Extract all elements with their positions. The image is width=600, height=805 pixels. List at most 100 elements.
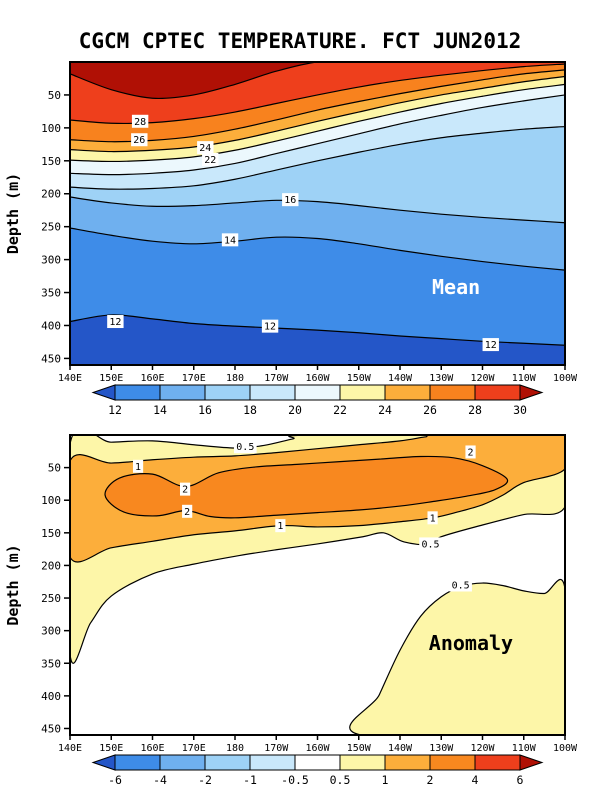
isotherm-20 bbox=[70, 94, 565, 176]
x-tick-label: 140W bbox=[388, 743, 413, 754]
y-tick-label: 250 bbox=[41, 592, 61, 605]
colorbar-cell bbox=[429, 384, 476, 401]
isotherm-18 bbox=[70, 125, 565, 190]
colorbar-cell bbox=[249, 754, 296, 771]
contour-label: 0.5 bbox=[236, 442, 254, 453]
colorbar-cell bbox=[339, 384, 386, 401]
x-tick-label: 180 bbox=[226, 743, 244, 754]
mean-colorbar: 12 14 16 18 20 22 24 26 28 30 bbox=[91, 384, 544, 417]
colorbar-tick-label: 28 bbox=[468, 403, 482, 417]
isotherm-30 bbox=[70, 62, 565, 100]
contour-label-bg bbox=[234, 440, 257, 454]
colorbar-tick-label: 14 bbox=[153, 403, 167, 417]
contour-label-bg bbox=[419, 537, 442, 551]
x-tick-label: 160W bbox=[305, 743, 330, 754]
x-tick-label: 170W bbox=[264, 743, 289, 754]
colorbar-tick-label: 0.5 bbox=[330, 773, 351, 787]
contour-label: 2 bbox=[182, 485, 188, 496]
anomaly-region-2 bbox=[104, 455, 509, 519]
colorbar-cell bbox=[114, 754, 161, 771]
anomaly-colorbar: -6 -4 -2 -1 -0.5 0.5 1 2 4 6 bbox=[91, 754, 544, 787]
figure-title: CGCM CPTEC TEMPERATURE. FCT JUN2012 bbox=[78, 29, 522, 53]
colorbar-cell bbox=[114, 384, 161, 401]
colorbar-cell bbox=[294, 384, 341, 401]
anomaly-panel: 50 100 150 200 250 300 350 400 450 140E 150E 160E 17… bbox=[4, 434, 578, 787]
colorbar-cell bbox=[204, 754, 251, 771]
x-tick-label: 110W bbox=[512, 743, 537, 754]
x-tick-label: 140E bbox=[58, 373, 82, 384]
colorbar-tick-label: 4 bbox=[472, 773, 479, 787]
colorbar-cell bbox=[249, 384, 296, 401]
x-tick-label: 170E bbox=[182, 743, 206, 754]
y-tick-label: 200 bbox=[41, 188, 61, 201]
x-tick-label: 140E bbox=[58, 743, 82, 754]
contour-label: 1 bbox=[277, 521, 283, 532]
y-axis-label: Depth (m) bbox=[4, 173, 22, 254]
x-tick-label: 170E bbox=[182, 373, 206, 384]
colorbar-cell bbox=[339, 754, 386, 771]
contour-label: 26 bbox=[133, 135, 145, 146]
contour-label: 16 bbox=[284, 195, 296, 206]
y-tick-label: 350 bbox=[41, 657, 61, 670]
colorbar-tick-label: 2 bbox=[427, 773, 434, 787]
y-tick-label: 350 bbox=[41, 287, 61, 300]
x-tick-label: 100W bbox=[553, 373, 578, 384]
contour-label: 22 bbox=[204, 155, 216, 166]
contour-label-bg bbox=[132, 459, 144, 473]
y-tick-label: 450 bbox=[41, 722, 61, 735]
x-tick-label: 100W bbox=[553, 743, 578, 754]
colorbar-cell bbox=[429, 754, 476, 771]
colorbar-tick-label: 18 bbox=[243, 403, 257, 417]
contour-label-bg bbox=[427, 511, 438, 525]
colorbar-arrow-right bbox=[519, 384, 544, 401]
colorbar-arrow-left bbox=[91, 754, 116, 771]
x-tick-label: 110W bbox=[512, 373, 537, 384]
contour-label-bg bbox=[465, 445, 476, 459]
isotherm-24 bbox=[70, 75, 565, 153]
x-tick-label: 150W bbox=[347, 373, 372, 384]
contour-label: 1 bbox=[430, 513, 436, 524]
x-tick-label: 120W bbox=[470, 743, 495, 754]
contour-label-bg bbox=[282, 193, 299, 207]
contour-label-bg bbox=[449, 578, 472, 592]
y-tick-label: 200 bbox=[41, 559, 61, 572]
x-tick-label: 130W bbox=[429, 743, 454, 754]
isotherm-26 bbox=[70, 69, 565, 143]
contour-label: 0.5 bbox=[421, 539, 439, 550]
contour-label: 28 bbox=[134, 117, 146, 128]
colorbar-arrow-right bbox=[519, 754, 544, 771]
anomaly-panel-label: Anomaly bbox=[429, 631, 513, 655]
mean-panel-label: Mean bbox=[432, 275, 480, 299]
colorbar-cell bbox=[204, 384, 251, 401]
colorbar-arrow-left bbox=[91, 384, 116, 401]
colorbar-cell bbox=[384, 384, 431, 401]
contour-label-bg bbox=[221, 233, 239, 247]
contour-label: 0.5 bbox=[452, 581, 470, 592]
x-tick-label: 160E bbox=[140, 373, 164, 384]
x-tick-label: 160W bbox=[305, 373, 330, 384]
y-tick-label: 400 bbox=[41, 319, 61, 332]
x-tick-label: 150W bbox=[347, 743, 372, 754]
x-tick-label: 120W bbox=[470, 373, 495, 384]
isotherm-22 bbox=[70, 83, 565, 163]
y-tick-label: 450 bbox=[41, 352, 61, 365]
contour-label-bg bbox=[131, 114, 149, 128]
x-tick-label: 150E bbox=[99, 743, 123, 754]
colorbar-tick-label: -4 bbox=[153, 773, 167, 787]
colorbar-tick-label: -1 bbox=[243, 773, 257, 787]
contour-label-bg bbox=[261, 319, 279, 333]
y-tick-label: 300 bbox=[41, 254, 61, 267]
y-tick-label: 150 bbox=[41, 527, 61, 540]
y-axis-label: Depth (m) bbox=[4, 544, 22, 625]
colorbar-tick-label: 26 bbox=[423, 403, 437, 417]
colorbar-tick-label: 16 bbox=[198, 403, 212, 417]
colorbar-cell bbox=[159, 754, 206, 771]
colorbar-cell bbox=[294, 754, 341, 771]
y-tick-label: 150 bbox=[41, 155, 61, 168]
isotherm-12 bbox=[70, 314, 565, 346]
contour-label-bg bbox=[131, 133, 148, 147]
isotherm-16 bbox=[70, 196, 565, 224]
x-tick-label: 150E bbox=[99, 373, 123, 384]
mean-plot-area bbox=[70, 62, 565, 365]
